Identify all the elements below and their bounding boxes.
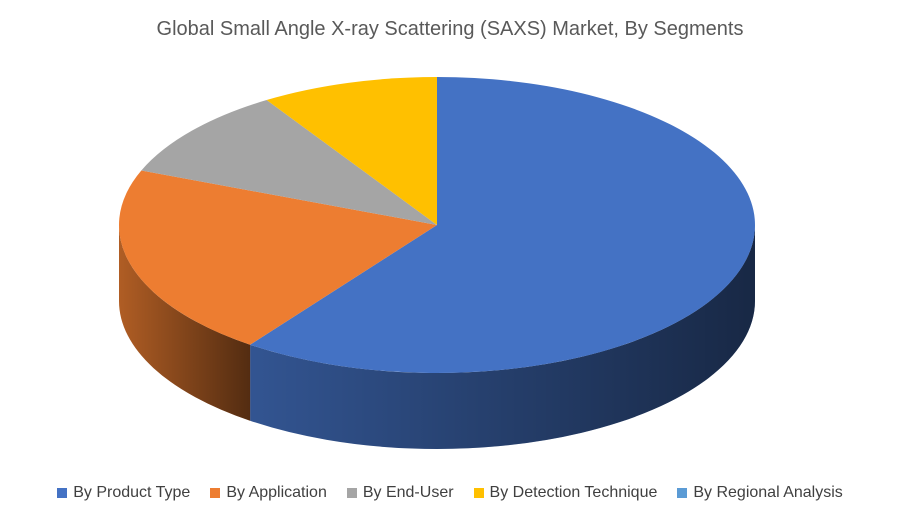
pie-slice-by-end-user [141,100,438,225]
pie-slice-by-detection-technique [266,77,437,225]
legend-label: By Detection Technique [489,484,658,501]
pie-slice-by-application [118,170,438,345]
legend-swatch [677,488,688,498]
pie-slice-by-product-type [250,77,755,373]
pie-side-shading-by-product-type [250,225,755,449]
legend-swatch [346,488,357,498]
legend-swatch [473,488,484,498]
legend-swatch [57,488,68,498]
legend-item-by-product-type: By Product Type [57,484,190,502]
legend-item-by-detection-technique: By Detection Technique [473,484,658,502]
legend-label: By Application [226,484,327,501]
chart-legend: By Product Type By Application By End-User… [0,484,900,502]
legend-item-by-regional-analysis: By Regional Analysis [677,484,843,502]
legend-item-by-end-user: By End-User [346,484,454,502]
legend-swatch [210,488,221,498]
legend-label: By Product Type [73,484,191,501]
chart-title: Global Small Angle X-ray Scattering (SAX… [156,18,744,40]
pie-side-shading-by-application [119,225,251,421]
legend-label: By End-User [362,484,454,501]
legend-label: By Regional Analysis [693,484,843,501]
legend-item-by-application: By Application [210,484,327,502]
